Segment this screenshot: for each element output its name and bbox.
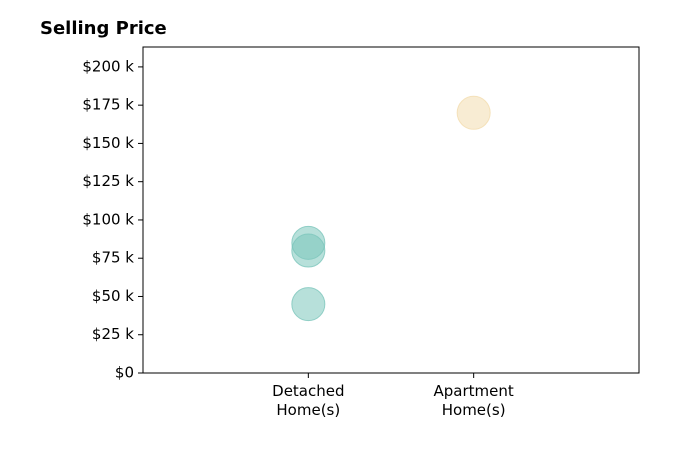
x-tick-label: Detached Home(s) [272,382,345,419]
y-tick-label: $50 k [92,287,134,305]
y-tick-label: $175 k [82,96,134,114]
plot-frame [142,46,640,374]
point [291,225,326,260]
y-tick-label: $100 k [82,210,134,228]
point [291,287,326,322]
y-tick-label: $25 k [92,325,134,343]
chart-title: Selling Price [40,18,167,39]
y-tick-label: $200 k [82,57,134,75]
y-tick-label: $75 k [92,249,134,267]
y-tick-label: $150 k [82,134,134,152]
point [456,95,491,130]
x-tick-label: Apartment Home(s) [433,382,514,419]
y-tick-label: $125 k [82,172,134,190]
y-tick-label: $0 [115,364,134,382]
